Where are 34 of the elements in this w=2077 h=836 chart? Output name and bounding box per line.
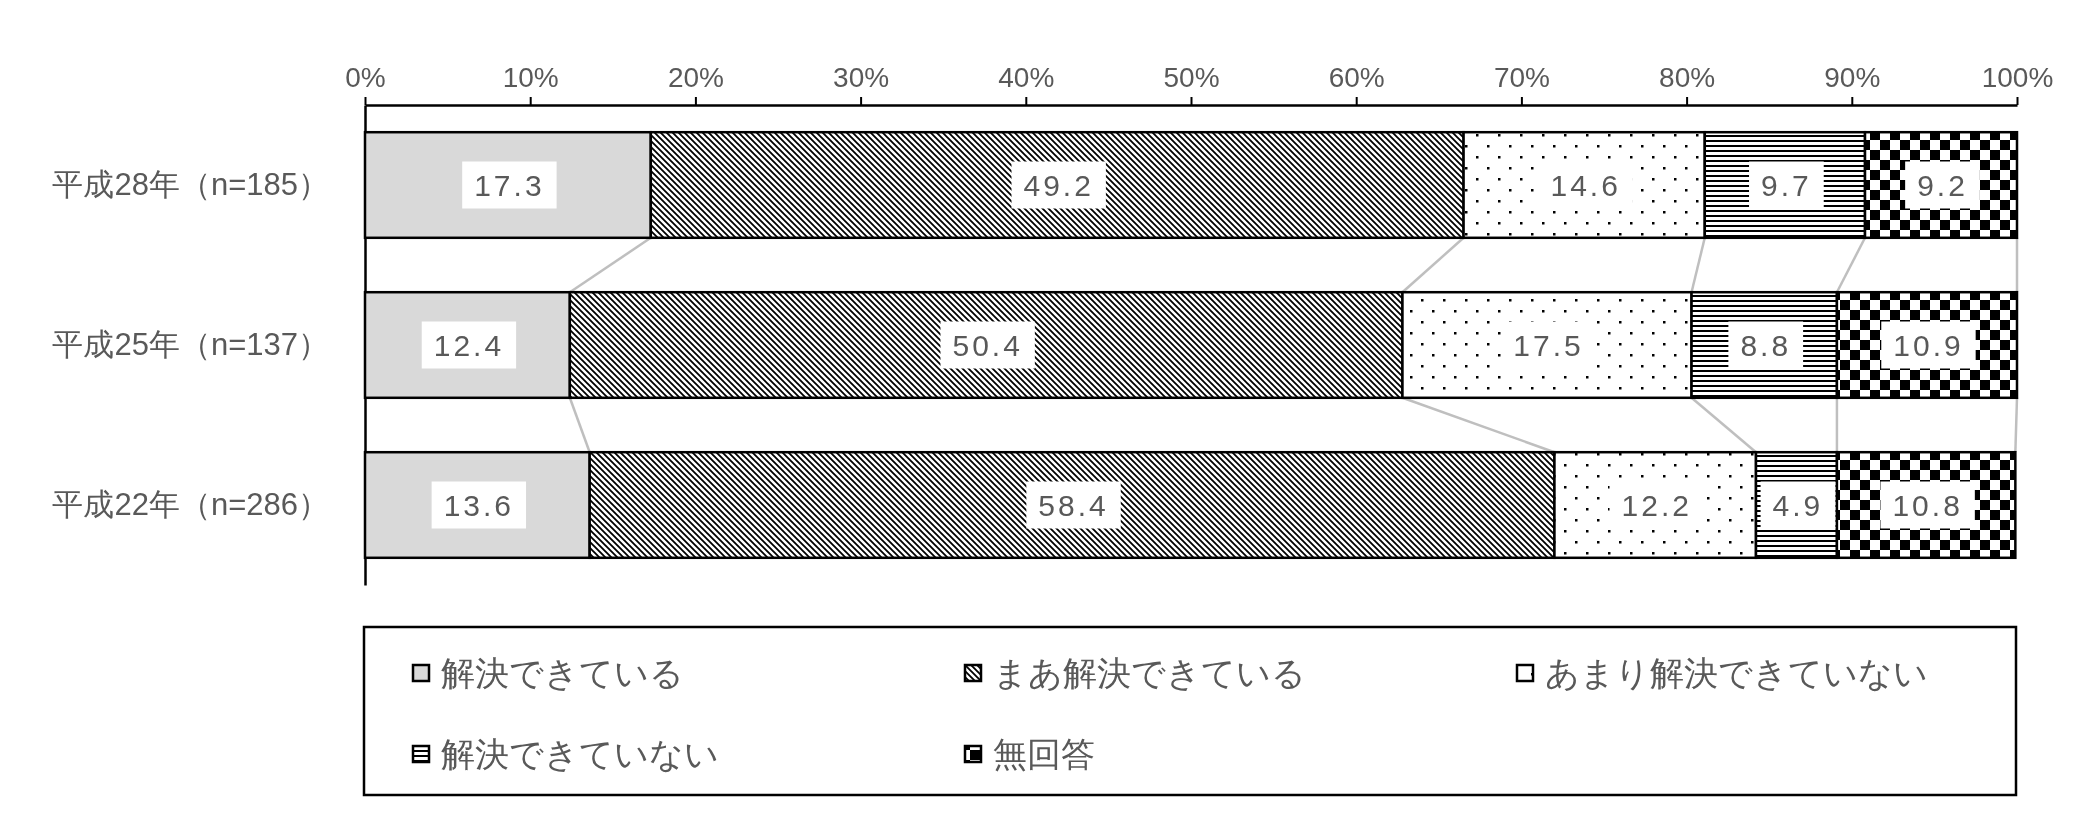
- data-label: 58.4: [1038, 488, 1109, 522]
- x-tick-label: 50%: [1163, 62, 1220, 93]
- legend-label: 解決できていない: [441, 735, 719, 773]
- x-tick-label: 10%: [502, 62, 559, 93]
- x-tick-label: 90%: [1824, 62, 1881, 93]
- data-label: 4.9: [1772, 488, 1824, 522]
- data-label: 8.8: [1740, 328, 1792, 362]
- x-tick-label: 80%: [1659, 62, 1716, 93]
- x-tick-label: 40%: [998, 62, 1055, 93]
- x-tick-label: 30%: [833, 62, 890, 93]
- x-tick-label: 0%: [345, 62, 386, 93]
- data-label: 9.2: [1917, 168, 1968, 202]
- legend-label: まあ解決できている: [993, 654, 1306, 692]
- legend-label: あまり解決できていない: [1545, 654, 1928, 692]
- legend-label: 無回答: [993, 735, 1095, 773]
- y-tick-label: 平成28年（n=185）: [52, 166, 329, 202]
- data-label: 10.8: [1892, 488, 1963, 522]
- data-label: 17.5: [1513, 328, 1584, 362]
- data-label: 49.2: [1023, 168, 1094, 202]
- data-label: 9.7: [1761, 168, 1812, 202]
- data-label: 50.4: [952, 328, 1023, 362]
- x-tick-label: 100%: [1981, 62, 2054, 93]
- data-label: 12.4: [433, 328, 505, 362]
- y-tick-label: 平成25年（n=137）: [52, 326, 329, 362]
- legend-label: 解決できている: [441, 654, 684, 692]
- x-tick-label: 20%: [667, 62, 724, 93]
- data-label: 14.6: [1550, 168, 1621, 202]
- data-label: 12.2: [1621, 488, 1692, 522]
- y-tick-label: 平成22年（n=286）: [52, 486, 329, 522]
- x-tick-label: 60%: [1328, 62, 1385, 93]
- data-label: 17.3: [474, 168, 545, 202]
- data-label: 10.9: [1893, 328, 1964, 362]
- x-tick-label: 70%: [1493, 62, 1550, 93]
- data-label: 13.6: [443, 488, 515, 522]
